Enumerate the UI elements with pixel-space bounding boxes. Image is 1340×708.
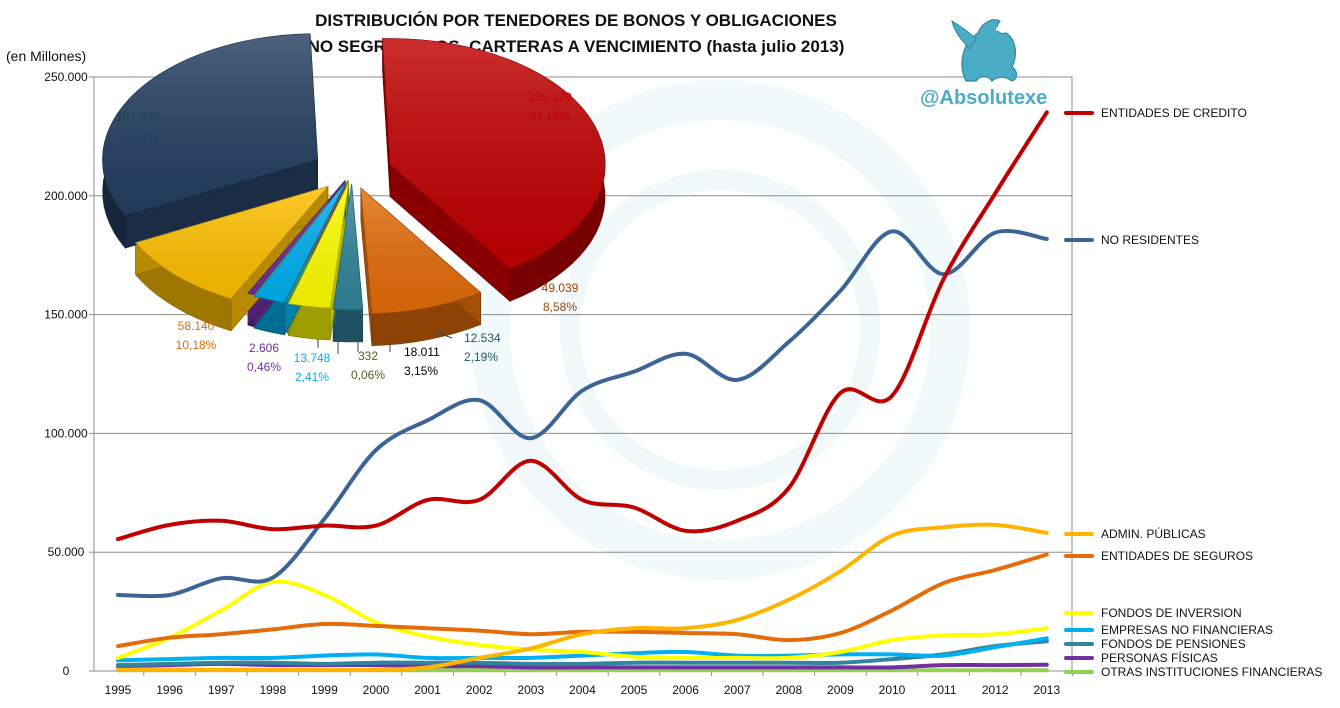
x-tick-label: 2012 (982, 683, 1009, 697)
legend-label: FONDOS DE PENSIONES (1101, 637, 1246, 651)
pie-slice-side (332, 309, 363, 343)
x-tick-label: 2000 (363, 683, 390, 697)
series-line-empresas-no-financieras (116, 636, 1049, 663)
pie-percent-label: 0,46% (247, 360, 281, 374)
x-tick-label: 1996 (156, 683, 183, 697)
pie-slice-shade (287, 180, 349, 301)
legend-label: PERSONAS FÍSICAS (1101, 650, 1218, 665)
series-line-entidades-de-credito (116, 110, 1049, 542)
pie-slice-shade (102, 33, 318, 217)
x-tick-label: 1998 (259, 683, 286, 697)
pie-percent-label: 3,15% (404, 364, 438, 378)
pie-slice-shade (382, 38, 606, 270)
legend-label: ENTIDADES DE SEGUROS (1101, 549, 1253, 563)
series-line-entidades-de-seguros (116, 552, 1049, 649)
x-tick-label: 2013 (1033, 683, 1060, 697)
y-tick-label: 0 (63, 664, 70, 678)
pie-value-label: 18.011 (404, 345, 440, 359)
x-tick-label: 1995 (105, 683, 132, 697)
pie-chart (102, 33, 606, 347)
legend: ENTIDADES DE CREDITO NO RESIDENTES ADMIN. … (1064, 106, 1322, 679)
x-axis-ticks: 1995 1996 1997 1998 1999 2000 2001 2002 2003 2004… (105, 671, 1074, 697)
line-series (116, 110, 1049, 673)
series-line-fondos-de-inversion (116, 579, 1049, 661)
legend-label: OTRAS INSTITUCIONES FINANCIERAS (1101, 665, 1322, 679)
legend-label: FONDOS DE INVERSION (1101, 606, 1242, 620)
y-tick-label: 200.000 (44, 189, 88, 203)
pie-slice-shade (360, 187, 481, 314)
watermark-background (470, 80, 970, 580)
x-tick-label: 2008 (775, 683, 802, 697)
pie-percent-label: 41,15% (530, 109, 571, 123)
pie-value-label: 13.748 (294, 351, 331, 365)
x-tick-label: 2002 (466, 683, 493, 697)
x-tick-label: 2011 (931, 683, 957, 697)
pie-slice-shade (288, 182, 349, 309)
y-axis-label: (en Millones) (6, 48, 86, 64)
x-tick-label: 1997 (208, 683, 235, 697)
legend-label: EMPRESAS NO FINANCIERAS (1101, 623, 1273, 637)
x-tick-label: 2005 (621, 683, 648, 697)
series-line-admin-publicas (116, 522, 1049, 672)
pie-slice-shade (333, 183, 363, 310)
pie-value-label: 2.606 (249, 341, 279, 355)
chart-title: DISTRIBUCIÓN POR TENEDORES DE BONOS Y OB… (315, 11, 837, 30)
legend-label: NO RESIDENTES (1101, 233, 1199, 247)
x-tick-label: 2007 (724, 683, 751, 697)
pie-slice-shade (248, 180, 345, 295)
y-tick-label: 150.000 (44, 308, 88, 322)
x-tick-label: 1999 (311, 683, 338, 697)
x-tick-label: 2009 (827, 683, 854, 697)
pie-percent-label: 2,41% (295, 370, 329, 384)
y-tick-label: 50.000 (48, 545, 85, 559)
pie-labels: 235.129 41,15% 49.039 8,58% 12.534 2,19% 18.01… (116, 90, 578, 384)
series-line-no-residentes (116, 228, 1049, 599)
series-line-fondos-de-pensiones (116, 639, 1049, 668)
legend-label: ENTIDADES DE CREDITO (1101, 106, 1247, 120)
legend-label: ADMIN. PÚBLICAS (1101, 526, 1206, 541)
y-tick-label: 250.000 (44, 70, 88, 84)
series-line-personas-fisicas (116, 661, 1049, 670)
pie-value-label: 332 (358, 349, 378, 363)
pie-percent-label: 8,58% (543, 300, 577, 314)
x-tick-label: 2003 (517, 683, 544, 697)
x-tick-label: 2006 (672, 683, 699, 697)
pie-value-label: 235.129 (528, 90, 572, 104)
x-tick-label: 2001 (414, 683, 441, 697)
pie-slice-shade (135, 186, 328, 299)
y-axis-ticks: 0 50.000 100.000 150.000 200.000 250.000 (44, 70, 94, 678)
x-tick-label: 2004 (569, 683, 596, 697)
pie-slice-shade (254, 182, 346, 303)
pie-value-label: 181.830 (116, 110, 160, 124)
pie-value-label: 49.039 (542, 281, 579, 295)
y-tick-label: 100.000 (44, 426, 88, 440)
pie-percent-label: 2,19% (464, 350, 498, 364)
pie-percent-label: 31,82% (118, 129, 159, 143)
griffin-logo-icon (951, 19, 1018, 82)
pie-percent-label: 0,06% (351, 368, 385, 382)
pie-percent-label: 10,18% (176, 338, 217, 352)
watermark-handle: @Absolutexe (920, 87, 1047, 109)
pie-value-label: 58.140 (178, 319, 215, 333)
pie-value-label: 12.534 (464, 331, 501, 345)
x-tick-label: 2010 (879, 683, 906, 697)
pie-leader-lines (317, 331, 453, 354)
